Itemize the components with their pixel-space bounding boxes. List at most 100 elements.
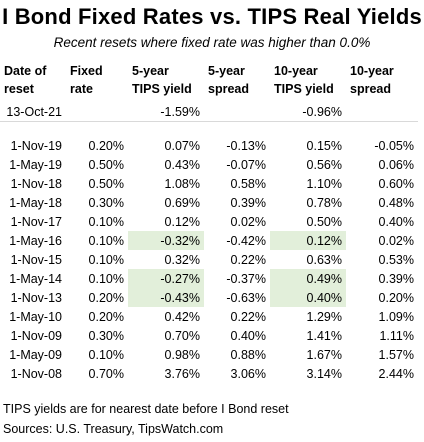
table-row: 1-May-16 0.10% -0.32% -0.42% 0.12% 0.02% xyxy=(0,231,418,250)
table-row: 1-May-10 0.20% 0.42% 0.22% 1.29% 1.09% xyxy=(0,307,418,326)
cell-tips5: 0.98% xyxy=(164,347,200,362)
reference-row: 13-Oct-21 -1.59% -0.96% xyxy=(0,102,418,122)
cell-tips5: -0.32% xyxy=(128,231,204,250)
table-row: 1-Nov-08 0.70% 3.76% 3.06% 3.14% 2.44% xyxy=(0,364,418,383)
cell-tips5: 0.07% xyxy=(164,138,200,153)
cell-fixed: 0.20% xyxy=(88,138,124,153)
table-row: 1-May-18 0.30% 0.69% 0.39% 0.78% 0.48% xyxy=(0,193,418,212)
header-tips10: 10-year TIPS yield xyxy=(274,64,334,96)
cell-fixed: 0.10% xyxy=(88,347,124,362)
cell-fixed: 0.10% xyxy=(88,233,124,248)
rates-table: Date of reset Fixed rate 5-year TIPS yield … xyxy=(0,60,418,383)
header-spread10: 10-year spread xyxy=(350,64,394,96)
cell-spread5: -0.07% xyxy=(226,157,266,172)
cell-fixed: 0.10% xyxy=(88,214,124,229)
cell-fixed: 0.30% xyxy=(88,195,124,210)
cell-spread10: 0.48% xyxy=(378,195,414,210)
cell-spread10: 0.06% xyxy=(378,157,414,172)
cell-date: 1-May-09 xyxy=(9,347,62,362)
cell-date: 1-Nov-19 xyxy=(10,138,62,153)
cell-spread5: -0.42% xyxy=(226,233,266,248)
source-note: Sources: U.S. Treasury, TipsWatch.com xyxy=(3,422,224,436)
cell-date: 1-May-10 xyxy=(9,309,62,324)
cell-tips5: 0.12% xyxy=(164,214,200,229)
cell-tips5: 0.42% xyxy=(164,309,200,324)
cell-spread10: 0.53% xyxy=(378,252,414,267)
cell-spread5: -0.37% xyxy=(226,271,266,286)
spacer-row xyxy=(0,122,418,137)
cell-date: 1-Nov-17 xyxy=(10,214,62,229)
page-subtitle: Recent resets where fixed rate was highe… xyxy=(53,35,371,50)
cell-spread10: 1.09% xyxy=(378,309,414,324)
ref-tips5: -1.59% xyxy=(128,102,204,122)
table-row: 1-Nov-13 0.20% -0.43% -0.63% 0.40% 0.20% xyxy=(0,288,418,307)
cell-spread10: 2.44% xyxy=(378,366,414,381)
cell-spread5: -0.13% xyxy=(226,138,266,153)
cell-spread5: 0.22% xyxy=(230,309,266,324)
cell-spread10: -0.05% xyxy=(374,138,414,153)
table-row: 1-May-19 0.50% 0.43% -0.07% 0.56% 0.06% xyxy=(0,155,418,174)
cell-fixed: 0.10% xyxy=(88,271,124,286)
cell-tips5: 0.32% xyxy=(164,252,200,267)
cell-tips10: 0.56% xyxy=(306,157,342,172)
cell-tips10: 0.63% xyxy=(306,252,342,267)
cell-spread5: 0.88% xyxy=(230,347,266,362)
header-date: Date of reset xyxy=(4,64,47,96)
cell-fixed: 0.50% xyxy=(88,157,124,172)
cell-spread5: 0.40% xyxy=(230,328,266,343)
cell-tips5: 3.76% xyxy=(164,366,200,381)
cell-tips10: 0.78% xyxy=(306,195,342,210)
cell-fixed: 0.20% xyxy=(88,290,124,305)
header-row: Date of reset Fixed rate 5-year TIPS yield … xyxy=(0,60,418,102)
cell-tips10: 0.49% xyxy=(270,269,346,288)
cell-fixed: 0.10% xyxy=(88,252,124,267)
cell-date: 1-Nov-13 xyxy=(10,290,62,305)
table-row: 1-May-09 0.10% 0.98% 0.88% 1.67% 1.57% xyxy=(0,345,418,364)
table-row: 1-Nov-15 0.10% 0.32% 0.22% 0.63% 0.53% xyxy=(0,250,418,269)
cell-spread10: 0.39% xyxy=(378,271,414,286)
table-row: 1-May-14 0.10% -0.27% -0.37% 0.49% 0.39% xyxy=(0,269,418,288)
cell-tips5: 0.70% xyxy=(164,328,200,343)
cell-date: 1-May-16 xyxy=(9,233,62,248)
cell-date: 1-Nov-15 xyxy=(10,252,62,267)
cell-tips10: 1.29% xyxy=(306,309,342,324)
cell-fixed: 0.70% xyxy=(88,366,124,381)
cell-date: 1-May-14 xyxy=(9,271,62,286)
cell-spread10: 0.02% xyxy=(378,233,414,248)
cell-spread5: 0.39% xyxy=(230,195,266,210)
cell-date: 1-May-18 xyxy=(9,195,62,210)
page-title: I Bond Fixed Rates vs. TIPS Real Yields xyxy=(2,4,422,29)
cell-spread5: 0.22% xyxy=(230,252,266,267)
cell-spread5: 0.58% xyxy=(230,176,266,191)
cell-date: 1-Nov-18 xyxy=(10,176,62,191)
cell-spread10: 0.40% xyxy=(378,214,414,229)
cell-date: 1-Nov-09 xyxy=(10,328,62,343)
cell-fixed: 0.30% xyxy=(88,328,124,343)
cell-fixed: 0.50% xyxy=(88,176,124,191)
cell-fixed: 0.20% xyxy=(88,309,124,324)
footnote: TIPS yields are for nearest date before … xyxy=(3,402,289,416)
cell-tips5: -0.43% xyxy=(128,288,204,307)
cell-tips10: 3.14% xyxy=(306,366,342,381)
cell-spread5: 3.06% xyxy=(230,366,266,381)
cell-tips10: 0.15% xyxy=(306,138,342,153)
header-tips5: 5-year TIPS yield xyxy=(132,64,192,96)
cell-spread10: 1.11% xyxy=(379,328,414,343)
cell-spread5: -0.63% xyxy=(226,290,266,305)
cell-spread10: 1.57% xyxy=(378,347,414,362)
cell-tips10: 1.10% xyxy=(306,176,342,191)
cell-tips5: 0.43% xyxy=(164,157,200,172)
cell-spread10: 0.60% xyxy=(378,176,414,191)
cell-spread10: 0.20% xyxy=(378,290,414,305)
cell-tips5: 0.69% xyxy=(164,195,200,210)
cell-spread5: 0.02% xyxy=(230,214,266,229)
cell-tips10: 1.41% xyxy=(306,328,342,343)
table-row: 1-Nov-18 0.50% 1.08% 0.58% 1.10% 0.60% xyxy=(0,174,418,193)
table-row: 1-Nov-17 0.10% 0.12% 0.02% 0.50% 0.40% xyxy=(0,212,418,231)
table-row: 1-Nov-09 0.30% 0.70% 0.40% 1.41% 1.11% xyxy=(0,326,418,345)
ref-date: 13-Oct-21 xyxy=(0,102,66,122)
cell-date: 1-May-19 xyxy=(9,157,62,172)
cell-tips10: 0.50% xyxy=(306,214,342,229)
cell-tips10: 0.12% xyxy=(270,231,346,250)
header-spread5: 5-year spread xyxy=(208,64,249,96)
